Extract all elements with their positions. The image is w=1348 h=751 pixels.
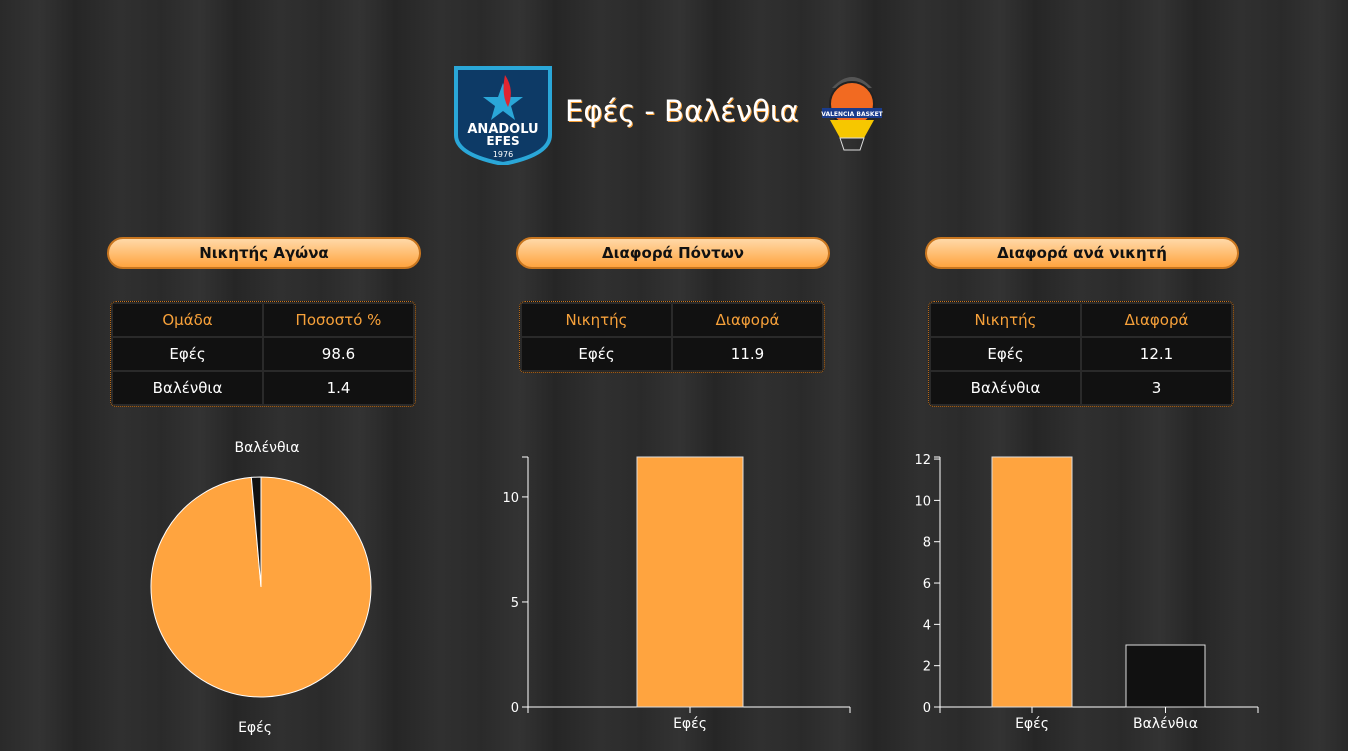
x-tick-label: Εφές — [1015, 716, 1049, 732]
y-tick-label: 2 — [923, 660, 931, 675]
table-cell: Εφές — [111, 336, 264, 372]
x-tick-label: Βαλένθια — [1133, 716, 1198, 732]
table-header: Νικητής Διαφορά — [520, 302, 824, 338]
y-tick-label: 0 — [511, 701, 519, 716]
bar — [1125, 644, 1206, 708]
svg-text:VALENCIA BASKET: VALENCIA BASKET — [821, 111, 883, 118]
svg-text:1976: 1976 — [493, 150, 513, 159]
stats-table: Ομάδα Ποσοστό % Εφές 98.6 Βαλένθια 1.4 — [110, 301, 416, 407]
table-cell: 1.4 — [262, 370, 415, 406]
y-tick-label: 12 — [914, 453, 931, 468]
column-header: Ποσοστό % — [262, 302, 415, 338]
table-cell: Εφές — [929, 336, 1082, 372]
stats-table: Νικητής Διαφορά Εφές 12.1 Βαλένθια 3 — [928, 301, 1234, 407]
y-tick-label: 10 — [502, 491, 519, 506]
table-header: Ομάδα Ποσοστό % — [111, 302, 415, 338]
table-cell: Βαλένθια — [929, 370, 1082, 406]
stats-table: Νικητής Διαφορά Εφές 11.9 — [519, 301, 825, 373]
table-cell: 98.6 — [262, 336, 415, 372]
svg-text:ANADOLU: ANADOLU — [467, 122, 538, 137]
pie-label: Εφές — [238, 720, 272, 736]
table-row: Εφές 11.9 — [520, 336, 824, 372]
panel-title: Νικητής Αγώνα — [107, 237, 421, 269]
table-cell: Βαλένθια — [111, 370, 264, 406]
column-header: Διαφορά — [1080, 302, 1233, 338]
bar — [636, 456, 744, 708]
svg-text:EFES: EFES — [486, 134, 519, 148]
home-team-logo: ANADOLU EFES 1976 — [453, 65, 553, 169]
panel-title: Διαφορά ανά νικητή — [925, 237, 1239, 269]
panel-title: Διαφορά Πόντων — [516, 237, 830, 269]
table-row: Εφές 98.6 — [111, 336, 415, 372]
pie-slice — [250, 476, 262, 588]
y-tick-label: 6 — [923, 577, 931, 592]
table-row: Βαλένθια 1.4 — [111, 370, 415, 406]
x-tick-label: Εφές — [673, 716, 707, 732]
table-row: Εφές 12.1 — [929, 336, 1233, 372]
column-header: Νικητής — [929, 302, 1082, 338]
pie-label: Βαλένθια — [234, 440, 299, 456]
table-cell: Εφές — [520, 336, 673, 372]
away-team-logo: VALENCIA BASKET — [818, 68, 886, 160]
table-cell: 12.1 — [1080, 336, 1233, 372]
column-header: Διαφορά — [671, 302, 824, 338]
y-tick-label: 10 — [914, 494, 931, 509]
table-header: Νικητής Διαφορά — [929, 302, 1233, 338]
bar — [991, 456, 1073, 708]
y-tick-label: 5 — [511, 596, 519, 611]
table-cell: 3 — [1080, 370, 1233, 406]
y-tick-label: 8 — [923, 536, 931, 551]
column-header: Νικητής — [520, 302, 673, 338]
y-tick-label: 4 — [923, 618, 931, 633]
page-title: Εφές - Βαλένθια — [565, 94, 799, 128]
column-header: Ομάδα — [111, 302, 264, 338]
y-tick-label: 0 — [923, 701, 931, 716]
table-cell: 11.9 — [671, 336, 824, 372]
table-row: Βαλένθια 3 — [929, 370, 1233, 406]
